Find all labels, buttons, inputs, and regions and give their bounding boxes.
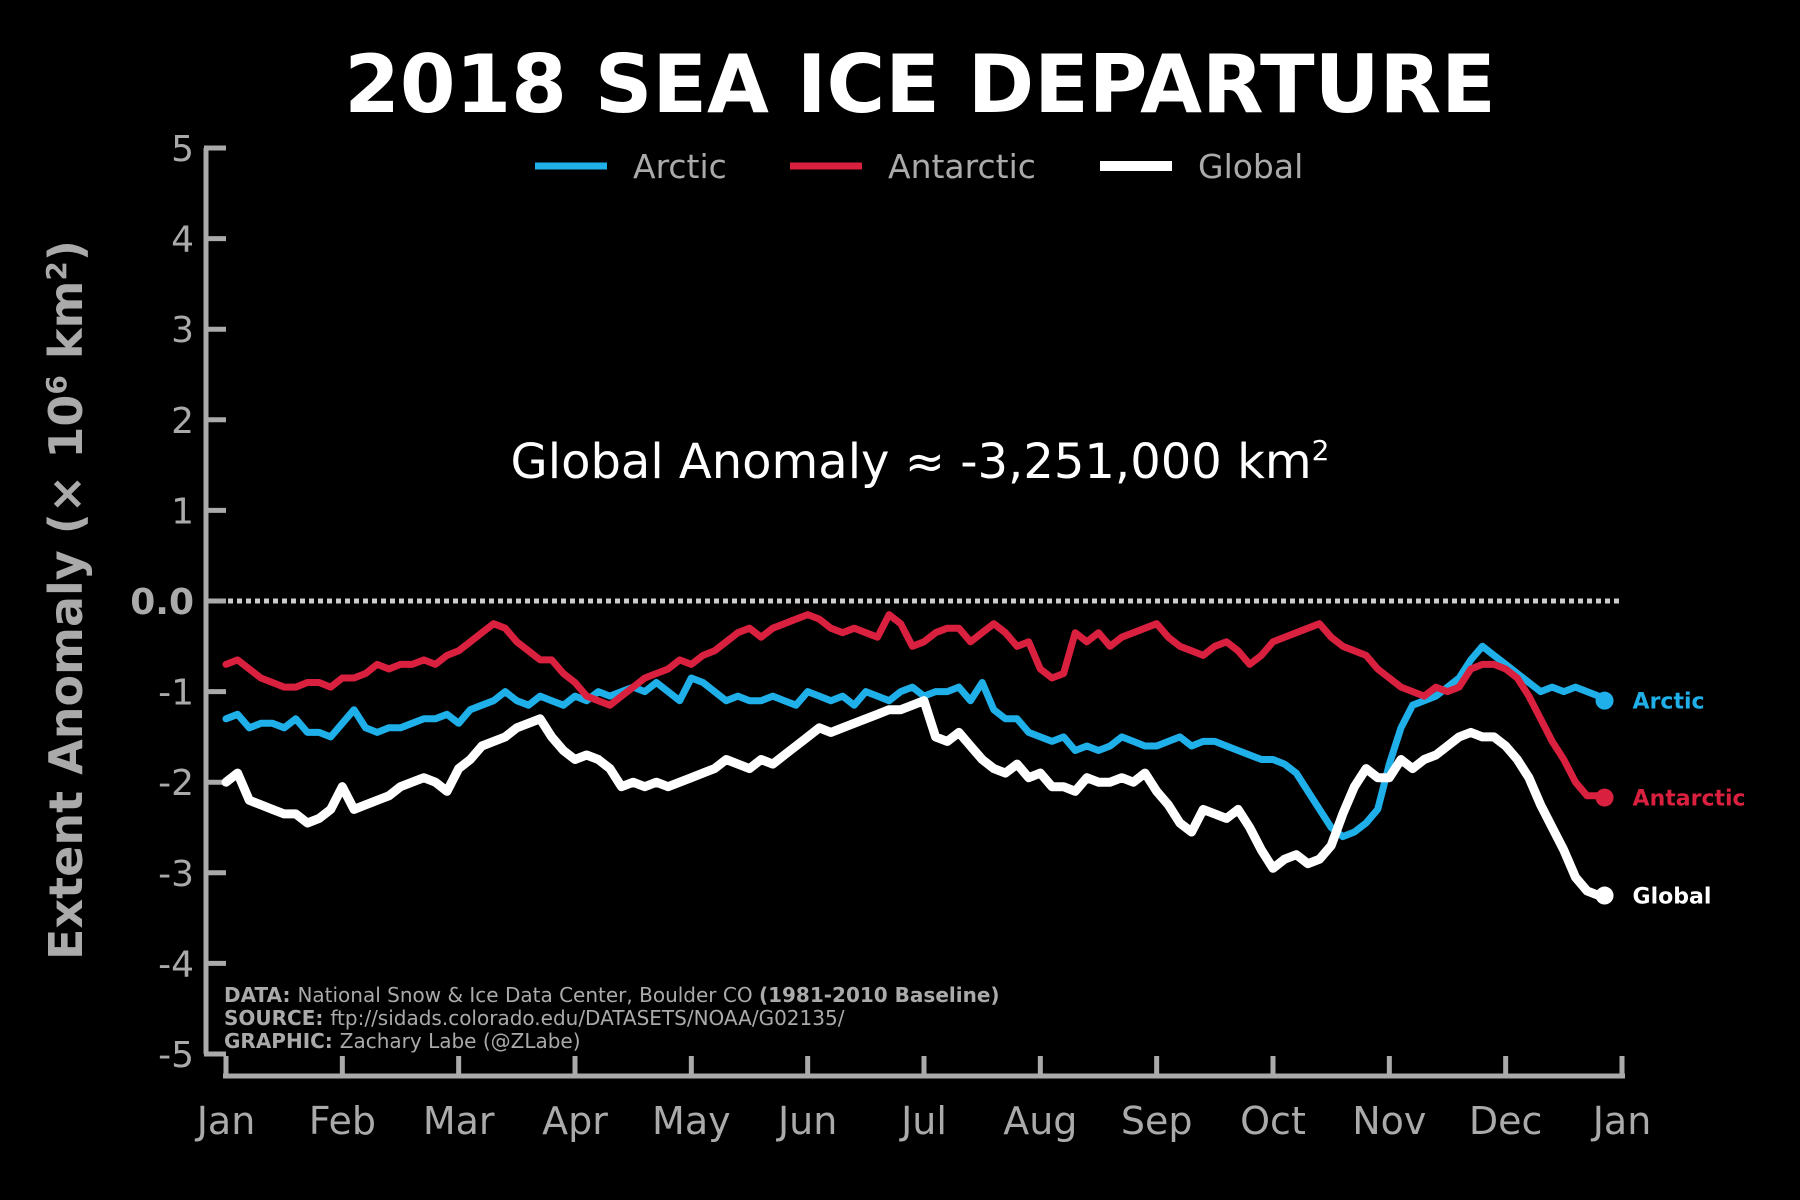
y-axis-label-unit: km xyxy=(39,281,93,376)
x-tick-label: Oct xyxy=(1240,1099,1306,1143)
x-tick-label: Jan xyxy=(1591,1099,1652,1143)
y-tick-label: -1 xyxy=(158,673,194,714)
antarctic-end-point xyxy=(1595,788,1614,807)
x-tick-label: May xyxy=(652,1099,731,1143)
x-tick-label: Dec xyxy=(1469,1099,1543,1143)
chart-title: 2018 SEA ICE DEPARTURE xyxy=(344,38,1496,131)
credit-line: SOURCE: ftp://sidads.colorado.edu/DATASE… xyxy=(224,1006,845,1030)
y-axis-label-close: ) xyxy=(39,240,93,261)
credit-label: DATA: xyxy=(224,983,297,1007)
arctic-end-label: Arctic xyxy=(1633,690,1705,715)
antarctic-series-line xyxy=(222,611,1608,802)
series-group: Arctic Antarctic Global xyxy=(221,611,1746,910)
credit-text: National Snow & Ice Data Center, Boulder… xyxy=(297,983,759,1007)
arctic-end-point xyxy=(1595,691,1614,710)
y-tick-label: 3 xyxy=(171,310,194,351)
credit-line: DATA: National Snow & Ice Data Center, B… xyxy=(224,983,1000,1007)
x-tick-label: Nov xyxy=(1352,1099,1426,1143)
y-axis-label-main: Extent Anomaly (× 10 xyxy=(39,395,93,960)
global-end-label: Global xyxy=(1633,885,1712,910)
credit-text: ftp://sidads.colorado.edu/DATASETS/NOAA/… xyxy=(330,1006,844,1030)
credit-text: Zachary Labe (@ZLabe) xyxy=(340,1029,581,1053)
x-tick-label: Feb xyxy=(309,1099,376,1143)
x-tick-label: Mar xyxy=(423,1099,495,1143)
annotation-sup: 2 xyxy=(1312,434,1330,467)
x-tick-label: Jun xyxy=(776,1099,837,1143)
credit-label: SOURCE: xyxy=(224,1006,330,1030)
x-axis: Jan Feb Mar Apr May Jun Jul Aug Sep Oct Nov Dec Jan xyxy=(195,1056,1652,1143)
x-tick-label: Jan xyxy=(195,1099,256,1143)
legend-label-antarctic: Antarctic xyxy=(888,147,1036,186)
credit-line: GRAPHIC: Zachary Labe (@ZLabe) xyxy=(224,1029,581,1053)
arctic-series-line xyxy=(222,642,1608,841)
x-tick-label: Apr xyxy=(542,1099,608,1143)
global-anomaly-annotation: Global Anomaly ≈ -3,251,000 km2 xyxy=(511,434,1330,490)
antarctic-end-label: Antarctic xyxy=(1633,787,1746,812)
y-tick-label: 0.0 xyxy=(130,582,194,623)
legend-label-global: Global xyxy=(1198,147,1303,186)
credit-baseline: (1981-2010 Baseline) xyxy=(759,983,1000,1007)
y-axis: 5 4 3 2 1 0.0 -1 -2 -3 -4 -5 xyxy=(130,129,226,1076)
credit-label: GRAPHIC: xyxy=(224,1029,340,1053)
y-axis-label-sup2: 2 xyxy=(40,261,73,280)
x-tick-label: Aug xyxy=(1003,1099,1077,1143)
x-tick-label: Sep xyxy=(1121,1099,1193,1143)
y-tick-label: 4 xyxy=(171,220,194,261)
y-tick-label: -3 xyxy=(158,854,194,895)
y-tick-label: 2 xyxy=(171,401,194,442)
y-axis-label: Extent Anomaly (× 106 km2) xyxy=(39,240,93,960)
credits-block: DATA: National Snow & Ice Data Center, B… xyxy=(224,983,1000,1053)
legend: Arctic Antarctic Global xyxy=(535,147,1303,186)
x-tick-label: Jul xyxy=(899,1099,947,1143)
y-axis-label-sup: 6 xyxy=(40,375,73,394)
global-end-point xyxy=(1595,886,1614,905)
y-tick-label: 5 xyxy=(171,129,194,170)
y-tick-label: -5 xyxy=(158,1035,194,1076)
y-tick-label: -4 xyxy=(158,944,194,985)
y-tick-label: 1 xyxy=(171,491,194,532)
legend-label-arctic: Arctic xyxy=(633,147,727,186)
annotation-text: Global Anomaly ≈ -3,251,000 km xyxy=(511,434,1312,490)
y-tick-label: -2 xyxy=(158,763,194,804)
global-series-line xyxy=(221,696,1609,900)
